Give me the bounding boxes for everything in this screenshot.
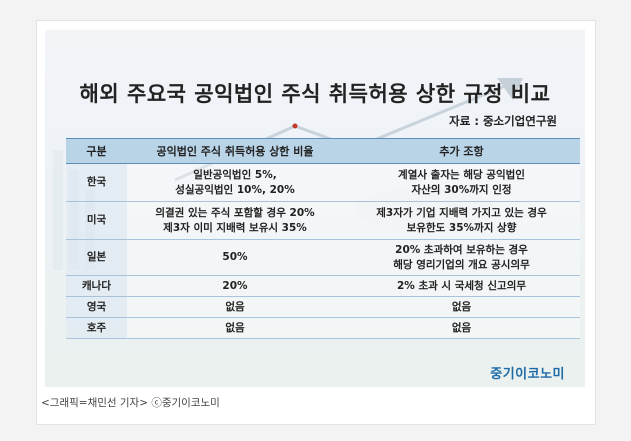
extra-line: 자산의 30%까지 인정 bbox=[411, 183, 512, 196]
publisher-logo: 중기이코노미 bbox=[490, 367, 565, 382]
table-row: 미국 의결권 있는 주식 포함할 경우 20% 제3자 이미 지배력 보유시 35… bbox=[66, 201, 580, 240]
cell-country: 미국 bbox=[66, 201, 127, 240]
cell-extra: 없음 bbox=[343, 296, 580, 318]
extra-line: 없음 bbox=[451, 300, 472, 313]
cell-ratio: 의결권 있는 주식 포함할 경우 20% 제3자 이미 지배력 보유시 35% bbox=[127, 201, 343, 240]
cell-country: 한국 bbox=[66, 163, 127, 202]
table-row: 호주 없음 없음 bbox=[66, 317, 580, 339]
ratio-line: 제3자 이미 지배력 보유시 35% bbox=[163, 221, 307, 234]
cell-ratio: 50% bbox=[127, 239, 343, 276]
table-row: 캐나다 20% 2% 초과 시 국세청 신고의무 bbox=[66, 275, 580, 297]
ratio-line: 없음 bbox=[225, 300, 245, 313]
ratio-line: 일반공익법인 5%, bbox=[193, 168, 277, 181]
header-ratio: 공익법인 주식 취득허용 상한 비율 bbox=[127, 138, 343, 164]
cell-extra: 2% 초과 시 국세청 신고의무 bbox=[343, 275, 580, 297]
ratio-line: 성실공익법인 10%, 20% bbox=[175, 183, 295, 196]
extra-line: 없음 bbox=[451, 321, 472, 334]
cell-country: 호주 bbox=[66, 317, 127, 339]
cell-ratio: 없음 bbox=[127, 296, 343, 318]
source-label: 자료 : 중소기업연구원 bbox=[449, 114, 557, 128]
table-row: 한국 일반공익법인 5%, 성실공익법인 10%, 20% 계열사 출자는 해당 … bbox=[66, 163, 580, 202]
table-row: 영국 없음 없음 bbox=[66, 296, 580, 318]
extra-line: 제3자가 기업 지배력 가지고 있는 경우 bbox=[376, 206, 547, 219]
ratio-line: 의결권 있는 주식 포함할 경우 20% bbox=[155, 206, 315, 219]
image-caption: <그래픽=채민선 기자> ⓒ중기이코노미 bbox=[41, 397, 220, 409]
infographic-title: 해외 주요국 공익법인 주식 취득허용 상한 규정 비교 bbox=[79, 82, 551, 106]
infographic: 해외 주요국 공익법인 주식 취득허용 상한 규정 비교 자료 : 중소기업연구… bbox=[45, 30, 585, 387]
comparison-table: 구분 공익법인 주식 취득허용 상한 비율 추가 조항 한국 일반공익법인 5%… bbox=[66, 138, 580, 339]
cell-country: 영국 bbox=[66, 296, 127, 318]
header-country: 구분 bbox=[66, 138, 127, 164]
cell-ratio: 일반공익법인 5%, 성실공익법인 10%, 20% bbox=[127, 163, 343, 202]
cell-ratio: 없음 bbox=[127, 317, 343, 339]
cell-extra: 없음 bbox=[343, 317, 580, 339]
extra-line: 2% 초과 시 국세청 신고의무 bbox=[396, 279, 527, 292]
table-header-row: 구분 공익법인 주식 취득허용 상한 비율 추가 조항 bbox=[66, 138, 580, 164]
extra-line: 해당 영리기업의 개요 공시의무 bbox=[393, 258, 530, 271]
cell-country: 일본 bbox=[66, 239, 127, 276]
extra-line: 보유한도 35%까지 상향 bbox=[406, 221, 517, 234]
extra-line: 계열사 출자는 해당 공익법인 bbox=[398, 168, 525, 181]
ratio-line: 50% bbox=[222, 251, 248, 263]
ratio-line: 없음 bbox=[225, 321, 245, 334]
cell-ratio: 20% bbox=[127, 275, 343, 297]
ratio-line: 20% bbox=[222, 279, 248, 292]
header-extra: 추가 조항 bbox=[343, 138, 580, 164]
cell-country: 캐나다 bbox=[66, 275, 127, 297]
extra-line: 20% 초과하여 보유하는 경우 bbox=[395, 243, 528, 256]
